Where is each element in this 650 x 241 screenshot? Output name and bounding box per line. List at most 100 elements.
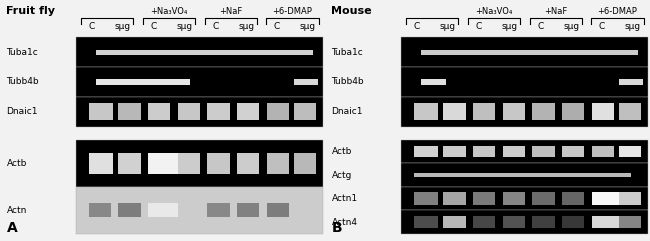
Bar	[532, 146, 554, 157]
Text: +6-DMAP: +6-DMAP	[597, 7, 638, 16]
Bar	[77, 67, 324, 97]
Bar	[77, 37, 324, 67]
Text: Actb: Actb	[6, 159, 27, 168]
Bar	[414, 216, 438, 228]
Bar	[88, 103, 114, 120]
Bar	[207, 103, 229, 120]
Bar	[619, 216, 641, 228]
Bar	[619, 103, 641, 120]
Text: Actn4: Actn4	[332, 218, 358, 227]
Bar	[207, 153, 229, 174]
Bar	[266, 103, 289, 120]
Bar	[414, 173, 631, 177]
Bar	[237, 153, 259, 174]
Bar	[592, 146, 614, 157]
Bar	[177, 153, 200, 174]
Text: C: C	[413, 22, 420, 31]
Text: C: C	[274, 22, 280, 31]
Text: Actb: Actb	[332, 147, 352, 156]
Text: Dnaic1: Dnaic1	[332, 107, 363, 116]
Text: Tubb4b: Tubb4b	[332, 77, 364, 87]
Text: C: C	[475, 22, 482, 31]
Bar	[402, 97, 649, 127]
Bar	[562, 216, 584, 228]
Bar	[118, 153, 140, 174]
Bar	[473, 192, 495, 205]
Bar	[118, 103, 140, 120]
Bar	[443, 103, 465, 120]
Text: C: C	[537, 22, 543, 31]
Bar	[619, 79, 644, 85]
Bar	[562, 146, 584, 157]
Bar	[177, 103, 200, 120]
Text: Dnaic1: Dnaic1	[6, 107, 38, 116]
Bar	[96, 79, 190, 85]
Bar	[562, 103, 584, 120]
Bar	[562, 192, 584, 205]
Text: C: C	[150, 22, 157, 31]
Bar	[237, 203, 259, 217]
Text: +NaF: +NaF	[219, 7, 242, 16]
Bar	[77, 97, 324, 127]
Bar	[148, 103, 170, 120]
Bar	[266, 153, 289, 174]
Text: Tuba1c: Tuba1c	[6, 48, 38, 57]
Bar	[421, 50, 638, 55]
Bar	[414, 192, 438, 205]
Bar	[532, 192, 554, 205]
Text: sμg: sμg	[439, 22, 456, 31]
Bar	[592, 192, 621, 205]
Text: +6-DMAP: +6-DMAP	[272, 7, 313, 16]
Bar	[294, 79, 318, 85]
Bar	[402, 187, 649, 210]
Text: +Na₃VO₄: +Na₃VO₄	[150, 7, 188, 16]
Bar	[402, 37, 649, 67]
Text: B: B	[332, 221, 342, 235]
Bar	[402, 163, 649, 187]
Bar	[402, 210, 649, 234]
Bar	[532, 103, 554, 120]
Text: C: C	[88, 22, 95, 31]
Text: A: A	[6, 221, 18, 235]
Bar	[414, 146, 438, 157]
Text: +NaF: +NaF	[544, 7, 567, 16]
Bar	[473, 146, 495, 157]
Text: sμg: sμg	[563, 22, 579, 31]
Text: Tubb4b: Tubb4b	[6, 77, 39, 87]
Bar	[414, 103, 438, 120]
Bar	[77, 140, 324, 187]
Bar	[118, 203, 140, 217]
Text: sμg: sμg	[625, 22, 641, 31]
Bar	[421, 79, 446, 85]
Text: C: C	[212, 22, 218, 31]
Bar	[619, 192, 641, 205]
Bar	[619, 146, 641, 157]
Bar	[88, 203, 111, 217]
Bar	[473, 216, 495, 228]
Text: sμg: sμg	[300, 22, 316, 31]
Text: Tuba1c: Tuba1c	[332, 48, 363, 57]
Bar	[207, 203, 229, 217]
Bar	[77, 187, 324, 234]
Bar	[473, 103, 495, 120]
Bar	[266, 203, 289, 217]
Bar	[402, 140, 649, 163]
Text: sμg: sμg	[114, 22, 131, 31]
Bar	[294, 103, 316, 120]
Bar	[148, 153, 177, 174]
Text: sμg: sμg	[176, 22, 192, 31]
Text: Actn: Actn	[6, 206, 27, 215]
Bar	[237, 103, 259, 120]
Bar	[592, 216, 621, 228]
Bar	[443, 192, 465, 205]
Text: C: C	[599, 22, 605, 31]
Bar	[532, 216, 554, 228]
Text: +Na₃VO₄: +Na₃VO₄	[475, 7, 513, 16]
Bar	[294, 153, 316, 174]
Text: sμg: sμg	[238, 22, 254, 31]
Bar	[502, 192, 525, 205]
Bar	[148, 203, 177, 217]
Text: Fruit fly: Fruit fly	[6, 6, 55, 16]
Bar	[443, 146, 465, 157]
Bar	[502, 146, 525, 157]
